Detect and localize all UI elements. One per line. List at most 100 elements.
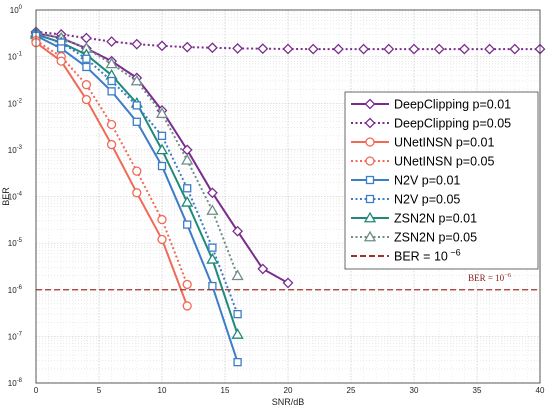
data-point-square bbox=[107, 76, 116, 86]
data-point-triangle bbox=[206, 204, 219, 215]
data-point-circle bbox=[106, 119, 117, 130]
x-tick-label: 0 bbox=[34, 386, 39, 395]
data-point-diamond bbox=[106, 36, 118, 48]
data-point-square bbox=[208, 281, 217, 291]
legend-item: BER = 10 −6 bbox=[351, 248, 461, 264]
data-point-circle bbox=[182, 279, 192, 290]
y-tick-label: 10-7 bbox=[8, 331, 23, 341]
data-point-diamond bbox=[257, 263, 269, 275]
data-point-square bbox=[82, 54, 91, 63]
y-tick-labels: 100 10-1 10-2 10-3 10-4 10-5 10-6 10-7 10-8 bbox=[8, 5, 23, 388]
y-axis-label: BER bbox=[1, 187, 11, 206]
data-point-circle bbox=[182, 301, 192, 311]
data-point-diamond bbox=[484, 43, 496, 55]
x-axis-label: SNR/dB bbox=[272, 397, 305, 407]
data-point-triangle bbox=[155, 107, 169, 118]
data-point-triangle bbox=[181, 153, 194, 165]
y-tick-label: 10-3 bbox=[8, 145, 23, 155]
data-point-circle bbox=[81, 94, 92, 105]
data-point-circle bbox=[157, 214, 167, 225]
y-tick-label: 10-5 bbox=[8, 238, 23, 248]
y-tick-label: 10-8 bbox=[8, 378, 23, 388]
data-point-circle bbox=[365, 156, 375, 166]
legend-item: UNetINSN p=0.05 bbox=[351, 155, 494, 169]
x-tick-labels: 0 5 10 15 20 25 30 35 40 bbox=[34, 386, 545, 395]
data-point-square bbox=[132, 117, 141, 126]
data-point-square bbox=[82, 62, 91, 72]
data-point-square bbox=[157, 131, 167, 140]
legend-label: N2V p=0.01 bbox=[394, 174, 460, 188]
legend-label: N2V p=0.05 bbox=[394, 193, 460, 207]
data-point-square bbox=[365, 194, 375, 204]
data-point-square bbox=[157, 161, 167, 171]
x-tick-label: 20 bbox=[284, 386, 293, 395]
data-point-diamond bbox=[257, 43, 269, 55]
legend-label: DeepClipping p=0.01 bbox=[394, 98, 511, 112]
data-point-diamond bbox=[307, 43, 319, 55]
legend-item: ZSN2N p=0.05 bbox=[351, 231, 477, 245]
data-point-circle bbox=[56, 56, 66, 66]
data-point-square bbox=[57, 44, 66, 53]
x-tick-label: 15 bbox=[221, 386, 230, 395]
legend-item: DeepClipping p=0.01 bbox=[351, 98, 511, 112]
data-point-triangle bbox=[206, 252, 219, 264]
data-point-circle bbox=[157, 234, 167, 245]
legend-item: N2V p=0.05 bbox=[351, 193, 460, 207]
legend-label: ZSN2N p=0.01 bbox=[394, 212, 477, 226]
legend-label: UNetINSN p=0.05 bbox=[394, 155, 494, 169]
data-point-diamond bbox=[131, 38, 143, 50]
x-tick-label: 40 bbox=[536, 386, 545, 395]
x-tick-label: 25 bbox=[347, 386, 356, 395]
data-point-square bbox=[233, 358, 242, 367]
y-tick-label: 10-1 bbox=[8, 52, 23, 62]
data-point-square bbox=[183, 184, 192, 193]
data-point-square bbox=[208, 243, 217, 252]
data-point-diamond bbox=[408, 43, 420, 55]
data-point-triangle bbox=[363, 211, 377, 223]
y-tick-label: 10-2 bbox=[8, 98, 23, 108]
x-tick-label: 30 bbox=[410, 386, 419, 395]
data-point-diamond bbox=[358, 43, 370, 55]
y-tick-label: 10-6 bbox=[8, 285, 23, 295]
legend-item: UNetINSN p=0.01 bbox=[351, 136, 494, 150]
data-point-diamond bbox=[181, 41, 193, 53]
legend-label: ZSN2N p=0.05 bbox=[394, 231, 477, 245]
data-point-diamond bbox=[433, 43, 445, 55]
legend-label: UNetINSN p=0.01 bbox=[394, 136, 494, 150]
data-point-square bbox=[365, 175, 375, 185]
data-point-circle bbox=[365, 137, 375, 147]
data-point-triangle bbox=[105, 57, 118, 69]
x-tick-label: 35 bbox=[473, 386, 482, 395]
data-point-circle bbox=[132, 166, 142, 176]
y-tick-label: 100 bbox=[10, 5, 23, 15]
legend: DeepClipping p=0.01 DeepClipping p=0.05 UN… bbox=[344, 91, 539, 270]
data-point-diamond bbox=[282, 277, 294, 289]
legend-item: DeepClipping p=0.05 bbox=[351, 117, 511, 131]
legend-label: DeepClipping p=0.05 bbox=[394, 117, 511, 131]
data-point-circle bbox=[81, 80, 92, 90]
legend-label: BER = 10 −6 bbox=[394, 248, 461, 264]
data-point-diamond bbox=[332, 43, 344, 55]
data-point-square bbox=[183, 220, 192, 229]
x-tick-label: 10 bbox=[158, 386, 167, 395]
data-point-diamond bbox=[458, 43, 470, 55]
data-point-diamond bbox=[364, 117, 376, 129]
x-tick-label: 5 bbox=[97, 386, 102, 395]
data-point-square bbox=[233, 309, 242, 319]
series-line bbox=[35, 33, 239, 315]
data-point-triangle bbox=[130, 74, 143, 86]
data-point-triangle bbox=[363, 230, 377, 242]
data-point-diamond bbox=[206, 42, 218, 54]
data-point-circle bbox=[132, 188, 142, 198]
series-unetinsn-p-0-01 bbox=[31, 37, 192, 311]
data-point-diamond bbox=[232, 42, 244, 54]
data-point-diamond bbox=[383, 43, 395, 55]
data-point-circle bbox=[106, 139, 117, 150]
data-point-diamond bbox=[206, 187, 218, 199]
data-point-diamond bbox=[364, 98, 376, 110]
data-point-triangle bbox=[155, 143, 169, 155]
data-point-diamond bbox=[156, 40, 168, 52]
data-point-square bbox=[132, 101, 141, 110]
data-point-triangle bbox=[231, 328, 244, 339]
legend-item: N2V p=0.01 bbox=[351, 174, 460, 188]
